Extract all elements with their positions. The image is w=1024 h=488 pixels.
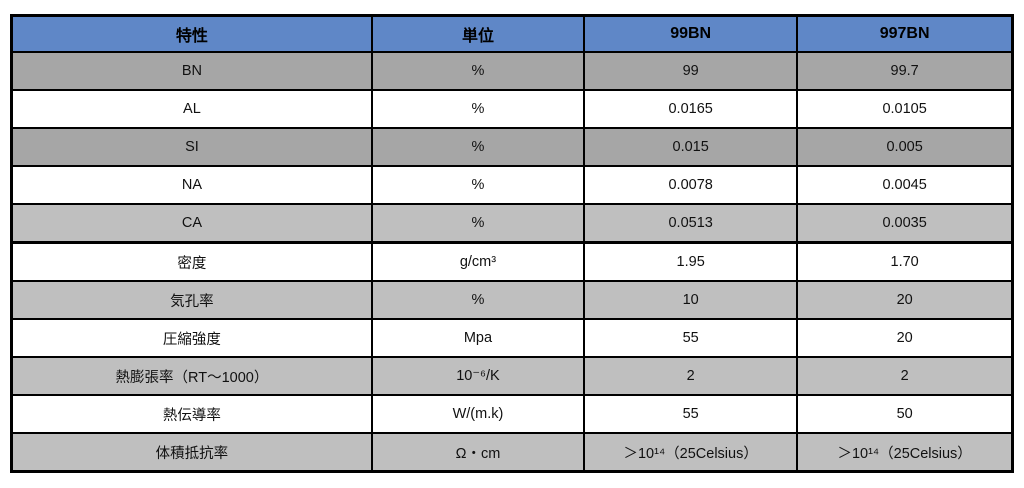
value-99bn-cell: 99 xyxy=(583,51,799,91)
table-row: 圧縮強度 Mpa 55 20 xyxy=(10,318,1014,358)
value-99bn-cell: 1.95 xyxy=(583,241,799,282)
value-997bn-cell: 20 xyxy=(796,280,1014,320)
property-cell: NA xyxy=(10,165,373,205)
property-cell: SI xyxy=(10,127,373,167)
table-body: BN% 99 99.7 AL% 0.0165 0.0105 SI% 0.015 0.005 NA%… xyxy=(10,51,1014,473)
column-header-property: 特性 xyxy=(10,14,373,53)
unit-cell: % xyxy=(370,89,586,129)
unit-cell: 10⁻⁶/K xyxy=(370,356,586,396)
unit-cell: Ω・cm xyxy=(370,432,586,473)
column-header-997bn: 997BN xyxy=(796,14,1014,53)
unit-cell: % xyxy=(370,165,586,205)
value-997bn-cell: 99.7 xyxy=(796,51,1014,91)
value-997bn-cell: 0.0105 xyxy=(796,89,1014,129)
table-row: BN% 99 99.7 xyxy=(10,51,1014,91)
table-row: SI% 0.015 0.005 xyxy=(10,127,1014,167)
property-cell: CA xyxy=(10,203,373,244)
column-header-unit: 単位 xyxy=(370,14,586,53)
unit-cell: % xyxy=(370,51,586,91)
value-997bn-cell: 50 xyxy=(796,394,1014,434)
table-row: 熱伝導率 W/(m.k) 55 50 xyxy=(10,394,1014,434)
property-cell: BN xyxy=(10,51,373,91)
value-997bn-cell: 20 xyxy=(796,318,1014,358)
unit-cell: W/(m.k) xyxy=(370,394,586,434)
value-997bn-cell: 0.0045 xyxy=(796,165,1014,205)
unit-cell: g/cm³ xyxy=(370,241,586,282)
value-99bn-cell: 2 xyxy=(583,356,799,396)
table-row: 体積抵抗率 Ω・cm ＞10¹⁴（25Celsius） ＞10¹⁴（25Celsius… xyxy=(10,432,1014,473)
table-row: 気孔率% 10 20 xyxy=(10,280,1014,320)
value-99bn-cell: 55 xyxy=(583,394,799,434)
property-cell: 熱伝導率 xyxy=(10,394,373,434)
property-cell: 密度 xyxy=(10,241,373,282)
value-997bn-cell: 1.70 xyxy=(796,241,1014,282)
value-99bn-cell: ＞10¹⁴（25Celsius） xyxy=(583,432,799,473)
property-cell: AL xyxy=(10,89,373,129)
value-997bn-cell: 0.005 xyxy=(796,127,1014,167)
unit-cell: % xyxy=(370,280,586,320)
value-99bn-cell: 0.0078 xyxy=(583,165,799,205)
table-row: NA% 0.0078 0.0045 xyxy=(10,165,1014,205)
value-997bn-cell: 0.0035 xyxy=(796,203,1014,244)
value-99bn-cell: 0.0513 xyxy=(583,203,799,244)
property-cell: 熱膨張率（RT～1000） xyxy=(10,356,373,396)
value-997bn-cell: ＞10¹⁴（25Celsius） xyxy=(796,432,1014,473)
material-spec-table: 特性 単位 99BN 997BN BN% 99 99.7 AL% 0.0165 0.010… xyxy=(10,14,1014,473)
header-row: 特性 単位 99BN 997BN xyxy=(10,14,1014,53)
property-cell: 体積抵抗率 xyxy=(10,432,373,473)
column-header-99bn: 99BN xyxy=(583,14,799,53)
value-99bn-cell: 55 xyxy=(583,318,799,358)
table-row: 熱膨張率（RT～1000） 10⁻⁶/K 2 2 xyxy=(10,356,1014,396)
property-cell: 圧縮強度 xyxy=(10,318,373,358)
value-99bn-cell: 10 xyxy=(583,280,799,320)
table-row: CA% 0.0513 0.0035 xyxy=(10,203,1014,244)
unit-cell: % xyxy=(370,203,586,244)
unit-cell: Mpa xyxy=(370,318,586,358)
table-row: 密度 g/cm³ 1.95 1.70 xyxy=(10,241,1014,282)
property-cell: 気孔率 xyxy=(10,280,373,320)
value-997bn-cell: 2 xyxy=(796,356,1014,396)
table-row: AL% 0.0165 0.0105 xyxy=(10,89,1014,129)
table-header: 特性 単位 99BN 997BN xyxy=(10,14,1014,53)
unit-cell: % xyxy=(370,127,586,167)
value-99bn-cell: 0.0165 xyxy=(583,89,799,129)
value-99bn-cell: 0.015 xyxy=(583,127,799,167)
